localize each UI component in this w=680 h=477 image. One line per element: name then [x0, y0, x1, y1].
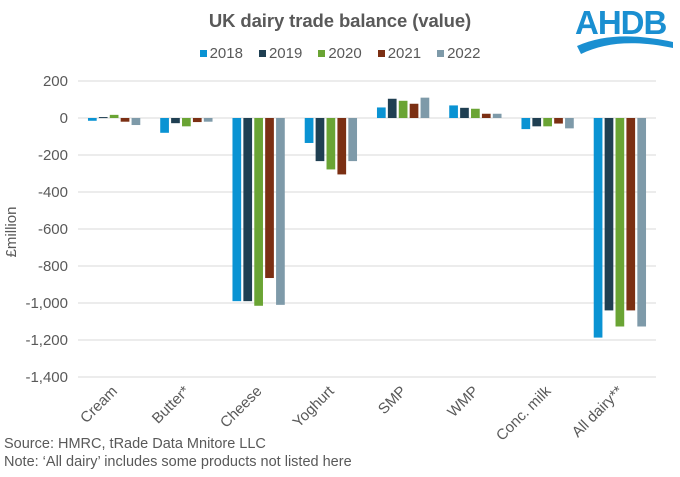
bar-2022-4: [420, 97, 430, 118]
chart-title: UK dairy trade balance (value): [208, 10, 472, 31]
x-tick-label: Butter*: [149, 383, 194, 428]
y-tick-label: -1,000: [25, 295, 68, 312]
legend: 2018 2019 2020 2021 2022: [0, 45, 680, 62]
legend-label: 2020: [328, 45, 362, 62]
bar-2020-4: [398, 100, 408, 118]
bar-2018-1: [160, 118, 169, 133]
legend-swatch: [258, 50, 266, 57]
source-note: Source: HMRC, tRade Data Mnitore LLC: [4, 436, 266, 452]
bar-2019-1: [171, 118, 180, 124]
bar-2018-0: [87, 118, 97, 121]
bar-2020-7: [615, 118, 625, 327]
bar-2022-2: [276, 118, 285, 305]
x-tick-label: WMP: [444, 383, 482, 421]
bar-2018-6: [521, 118, 531, 130]
bar-2022-0: [131, 118, 141, 126]
y-tick-label: -400: [38, 184, 68, 201]
bar-2020-0: [109, 114, 119, 118]
bar-2021-0: [120, 118, 130, 122]
logo-text: AHDB: [575, 4, 667, 41]
legend-label: 2021: [387, 45, 422, 62]
bar-2021-5: [481, 113, 491, 118]
bar-2018-2: [232, 118, 242, 302]
bar-2018-4: [376, 107, 386, 118]
legend-swatch: [318, 50, 326, 57]
x-tick-label: Cheese: [217, 383, 266, 432]
y-tick-label: -1,200: [25, 332, 68, 349]
bar-2022-7: [637, 118, 647, 327]
bar-2018-7: [593, 118, 603, 338]
y-tick-label: -800: [38, 258, 68, 275]
bar-2021-7: [626, 118, 636, 311]
bar-2019-3: [315, 118, 325, 162]
bar-2021-6: [554, 118, 563, 124]
bar-2018-5: [449, 105, 458, 118]
legend-label: 2018: [209, 45, 243, 62]
y-tick-label: 0: [60, 110, 68, 127]
bar-2019-5: [460, 107, 469, 118]
legend-item-2021: 2021: [377, 45, 422, 62]
x-tick-label: Conc. milk: [493, 382, 555, 444]
bar-2019-0: [98, 117, 108, 119]
bar-2022-3: [348, 118, 358, 162]
legend-item-2020: 2020: [318, 45, 362, 62]
legend-label: 2022: [447, 45, 481, 62]
legend-item-2022: 2022: [437, 45, 480, 62]
legend-swatch: [199, 50, 207, 57]
y-tick-label: -1,400: [25, 369, 68, 386]
bar-2022-5: [492, 113, 502, 118]
x-tick-label: All dairy**: [569, 383, 627, 441]
ahdb-logo: AHDB: [575, 4, 675, 58]
bar-2021-1: [192, 118, 202, 123]
x-tick-label: SMP: [375, 383, 410, 418]
legend-item-2019: 2019: [258, 45, 303, 62]
bar-2021-4: [409, 103, 419, 118]
bar-2019-6: [532, 118, 542, 127]
y-axis-label: £million: [3, 207, 20, 258]
legend-swatch: [437, 50, 445, 57]
y-tick-label: -200: [38, 147, 68, 164]
bar-2020-5: [471, 108, 480, 118]
bar-2019-7: [604, 118, 614, 311]
y-tick-label: 200: [43, 73, 68, 90]
bar-2019-4: [387, 98, 397, 118]
y-tick-label: -600: [38, 221, 68, 238]
legend-item-2018: 2018: [199, 45, 243, 62]
bar-2021-3: [337, 118, 347, 175]
bar-2020-6: [543, 118, 552, 127]
x-tick-label: Cream: [77, 383, 121, 427]
bar-2020-3: [326, 118, 336, 170]
bar-2019-2: [243, 118, 253, 302]
bar-2018-3: [304, 118, 314, 143]
bar-2022-1: [203, 118, 213, 122]
legend-label: 2019: [268, 45, 303, 62]
footnote: Note: ‘All dairy’ includes some products…: [4, 454, 352, 470]
bar-2020-2: [254, 118, 263, 306]
wave-icon: [577, 36, 673, 54]
bar-2022-6: [565, 118, 574, 129]
x-tick-label: Yoghurt: [289, 382, 338, 431]
bar-2020-1: [182, 118, 191, 127]
legend-swatch: [377, 50, 385, 57]
bar-2021-2: [265, 118, 274, 279]
